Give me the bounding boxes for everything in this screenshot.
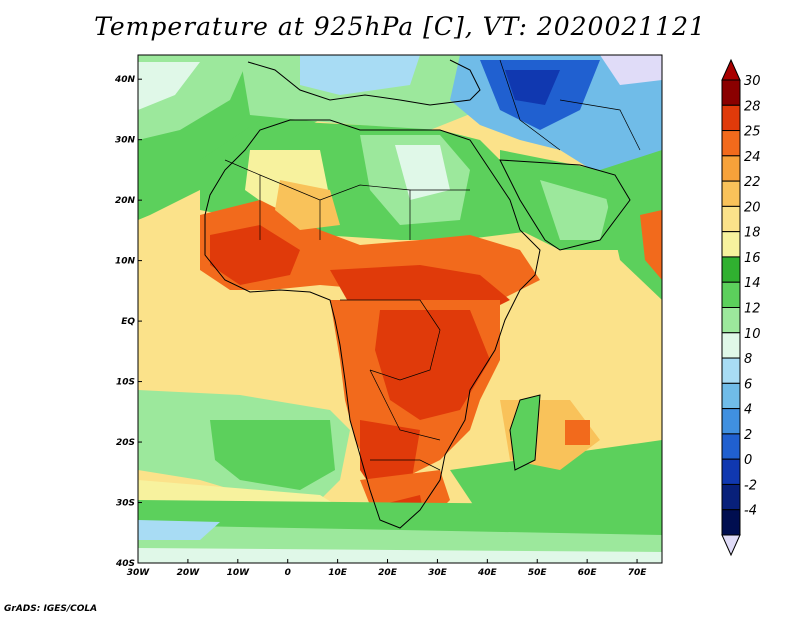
colorbar-box xyxy=(721,483,741,511)
lon-label: 30E xyxy=(428,568,448,578)
lon-label: 10E xyxy=(328,568,348,578)
colorbar-label: 28 xyxy=(744,99,761,114)
colorbar-label: 4 xyxy=(744,403,752,418)
lat-label: 20S xyxy=(116,438,135,448)
footer-credit: GrADS: IGES/COLA xyxy=(4,604,98,614)
colorbar-label: 6 xyxy=(744,377,752,392)
colorbar-label: 14 xyxy=(744,276,761,291)
colorbar-box xyxy=(721,357,741,384)
colorbar-label: 25 xyxy=(744,125,761,140)
colorbar-box xyxy=(721,130,741,157)
colorbar-label: 2 xyxy=(744,428,752,443)
lon-label: 10W xyxy=(227,568,251,578)
lon-label: 70E xyxy=(628,568,648,578)
lon-label: 0 xyxy=(285,568,291,578)
colorbar-box xyxy=(721,180,741,207)
colorbar-box xyxy=(721,155,741,182)
lat-label: 40N xyxy=(114,75,136,85)
colorbar-label: 30 xyxy=(744,74,761,89)
lon-label: 30W xyxy=(127,568,151,578)
lat-label: 30N xyxy=(115,136,136,146)
colorbar-label: -2 xyxy=(744,478,757,493)
colorbar-box xyxy=(721,104,741,132)
colorbar-box xyxy=(721,231,741,258)
colorbar-top-arrow xyxy=(721,58,741,81)
colorbar-label: 18 xyxy=(744,226,761,241)
latitude-axis: 40N 30N 20N 10N EQ 10S 20S 30S 40S xyxy=(114,75,142,569)
lat-label: 30S xyxy=(116,499,135,509)
colorbar-box xyxy=(721,382,741,410)
colorbar-box xyxy=(721,281,741,309)
lon-label: 20W xyxy=(177,568,201,578)
map-title: Temperature at 925hPa [C], VT: 202002112… xyxy=(94,12,706,41)
colorbar-label: 12 xyxy=(744,302,761,317)
lat-label: 10N xyxy=(115,257,136,267)
colorbar-label: 8 xyxy=(744,352,752,367)
colorbar-box xyxy=(721,307,741,334)
colorbar-label: 22 xyxy=(744,175,761,190)
colorbar-bottom-arrow xyxy=(721,534,741,557)
colorbar-label: 20 xyxy=(744,200,761,215)
colorbar-box xyxy=(721,408,741,435)
lon-label: 20E xyxy=(378,568,398,578)
colorbar-label: 16 xyxy=(744,251,761,266)
temperature-field xyxy=(138,55,662,563)
colorbar-box xyxy=(721,458,741,485)
lon-label: 50E xyxy=(528,568,548,578)
longitude-axis: 30W 20W 10W 0 10E 20E 30E 40E 50E 60E 70E xyxy=(127,559,647,578)
colorbar-label: 24 xyxy=(744,150,761,165)
map-frame xyxy=(137,54,663,564)
colorbar-box xyxy=(721,79,741,106)
country-borders xyxy=(224,59,641,471)
lat-label: 40S xyxy=(115,559,135,569)
colorbar-label: -4 xyxy=(744,504,757,519)
lat-label: EQ xyxy=(121,317,135,327)
lon-label: 60E xyxy=(578,568,598,578)
colorbar-box xyxy=(721,433,741,460)
colorbar-box xyxy=(721,205,741,233)
coastlines xyxy=(204,59,631,529)
colorbar-label: 10 xyxy=(744,327,761,342)
colorbar-box xyxy=(721,256,741,283)
colorbar-box xyxy=(721,332,741,359)
lat-label: 20N xyxy=(115,196,136,206)
lon-label: 40E xyxy=(477,568,498,578)
colorbar-label: 0 xyxy=(744,453,752,468)
lat-label: 10S xyxy=(116,378,135,388)
colorbar-box xyxy=(721,509,741,536)
